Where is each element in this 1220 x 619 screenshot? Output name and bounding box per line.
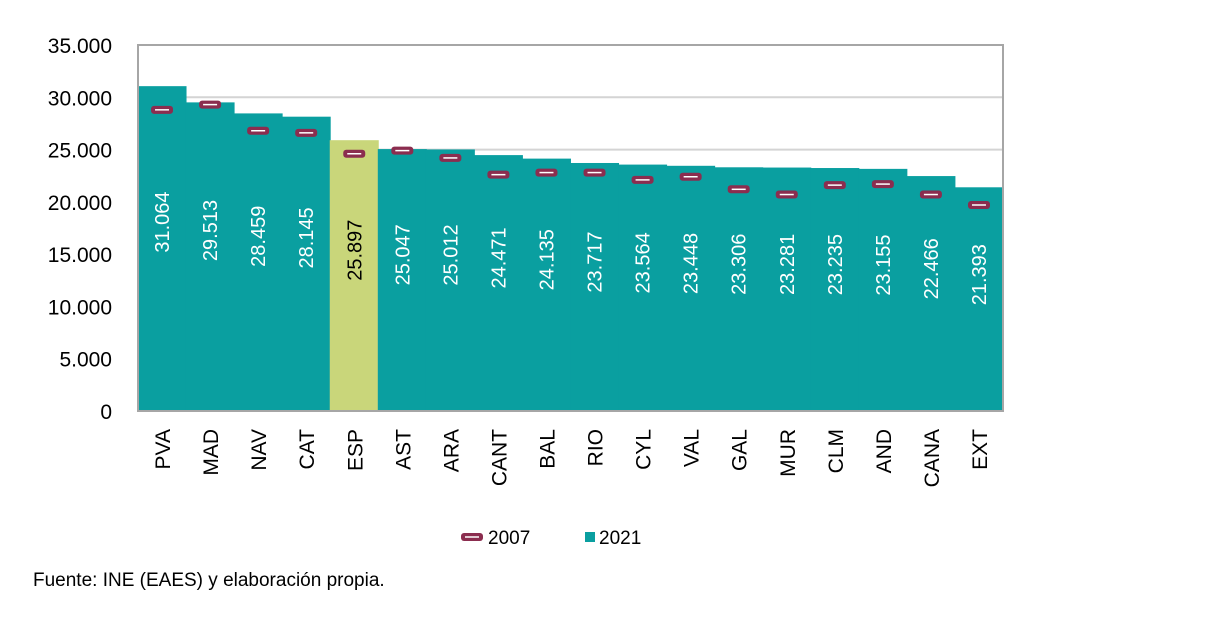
- y-tick-label: 15.000: [48, 244, 112, 267]
- x-tick-label: MUR: [777, 429, 800, 477]
- bar-2021: [666, 165, 716, 411]
- x-tick-label: CANT: [488, 429, 511, 486]
- x-tick-label: EXT: [969, 429, 992, 470]
- bar-2021: [137, 86, 187, 412]
- bar-value-label: 24.135: [536, 229, 558, 290]
- bar-value-label: 23.717: [585, 231, 607, 292]
- bar-value-label: 23.155: [873, 235, 895, 296]
- y-tick-label: 5.000: [59, 349, 112, 372]
- x-tick-label: ESP: [344, 429, 367, 471]
- bar-2021: [762, 167, 812, 411]
- x-tick-label: AST: [392, 429, 415, 470]
- y-tick-label: 25.000: [48, 140, 112, 163]
- bar-2021: [281, 116, 331, 411]
- bar-value-label: 21.393: [969, 244, 991, 305]
- x-tick-label: CYL: [633, 429, 656, 470]
- bar-value-label: 25.047: [392, 224, 414, 285]
- bar-2021: [329, 140, 379, 411]
- legend-bar-2021-icon: [585, 532, 595, 542]
- legend-label-2007: 2007: [488, 528, 530, 549]
- x-tick-label: ARA: [440, 429, 463, 472]
- x-tick-label: AND: [873, 429, 896, 473]
- bar-value-label: 28.459: [248, 206, 270, 267]
- bar-2021: [425, 149, 475, 412]
- bar-value-label: 25.012: [440, 224, 462, 285]
- bar-value-label: 23.448: [681, 233, 703, 294]
- x-tick-label: CLM: [825, 429, 848, 473]
- bar-value-label: 23.564: [633, 232, 655, 293]
- y-tick-label: 10.000: [48, 296, 112, 319]
- x-tick-label: VAL: [681, 429, 704, 467]
- legend-label-2021: 2021: [599, 528, 641, 549]
- bar-2021: [473, 155, 523, 411]
- bar-value-label: 25.897: [344, 220, 366, 281]
- x-tick-label: BAL: [536, 429, 559, 469]
- y-tick-label: 30.000: [48, 87, 112, 110]
- x-tick-label: MAD: [200, 429, 223, 476]
- x-tick-label: CAT: [296, 429, 319, 470]
- bar-2021: [570, 162, 620, 411]
- x-tick-label: NAV: [248, 429, 271, 471]
- plot-frame: [137, 44, 1004, 412]
- x-tick-label: RIO: [585, 429, 608, 466]
- bar-value-label: 28.145: [296, 207, 318, 268]
- bar-2021: [185, 102, 235, 411]
- y-tick-label: 0: [100, 401, 112, 424]
- bar-value-label: 29.513: [200, 200, 222, 261]
- source-note: Fuente: INE (EAES) y elaboración propia.: [33, 570, 385, 591]
- x-tick-label: GAL: [729, 429, 752, 471]
- bar-2021: [954, 187, 1004, 411]
- chart: 0 5.000 10.000 15.000 20.000 25.000 30.000 35.0…: [48, 35, 1004, 549]
- bar-value-label: 23.281: [777, 234, 799, 295]
- y-tick-label: 35.000: [48, 35, 112, 58]
- bar-2021: [233, 113, 283, 411]
- bar-value-label: 23.235: [825, 234, 847, 295]
- bar-2021: [521, 158, 571, 411]
- bar-2021: [714, 167, 764, 411]
- bar-2021: [906, 176, 956, 411]
- bar-value-label: 22.466: [921, 238, 943, 299]
- x-tick-label: CANA: [921, 429, 944, 487]
- bar-2021: [858, 168, 908, 411]
- bar-value-label: 31.064: [152, 191, 174, 252]
- bar-value-label: 23.306: [729, 234, 751, 295]
- bar-2021: [377, 149, 427, 411]
- bar-2021: [618, 164, 668, 411]
- bar-2021: [810, 168, 860, 411]
- bar-value-label: 24.471: [488, 227, 510, 288]
- x-tick-label: PVA: [152, 429, 175, 469]
- y-tick-label: 20.000: [48, 192, 112, 215]
